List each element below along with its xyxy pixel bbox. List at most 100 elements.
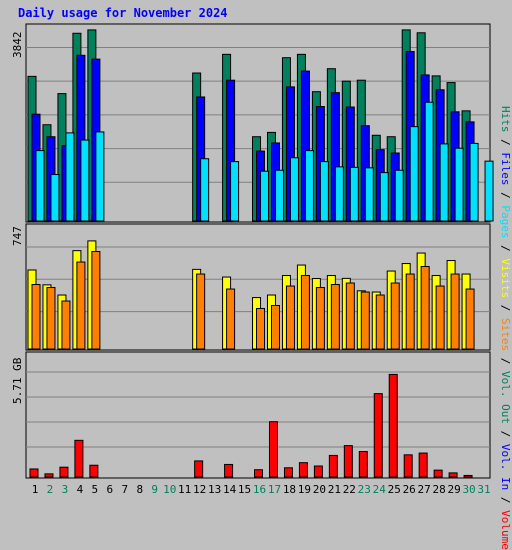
legend-entry: / — [499, 298, 512, 318]
bar-sites-day-3 — [61, 300, 71, 350]
bar-volume-day-2 — [44, 473, 54, 478]
x-tick-label: 25 — [388, 483, 401, 496]
bar-sites-day-24 — [375, 294, 385, 350]
bar-sites-day-12 — [196, 273, 206, 350]
x-tick-label: 21 — [328, 483, 341, 496]
x-tick-label: 5 — [92, 483, 99, 496]
bar-pages-day-17 — [274, 169, 284, 222]
x-tick-label: 15 — [238, 483, 251, 496]
usage-chart: 1 2 3 4 5 6 7 8 9 10 11 12 13 14 15 16 17 18 19 20 21 22 23 24 2… — [25, 23, 494, 496]
bar-volume-day-22 — [343, 445, 353, 478]
legend-entry: Sites — [499, 318, 512, 352]
x-tick-label: 22 — [343, 483, 356, 496]
bar-sites-day-2 — [46, 287, 56, 350]
bar-sites-day-18 — [285, 285, 295, 350]
x-tick-label: 30 — [462, 483, 475, 496]
bar-pages-day-14 — [230, 161, 240, 222]
bar-volume-day-12 — [194, 460, 204, 478]
bar-pages-day-22 — [349, 166, 359, 222]
x-tick-label: 8 — [136, 483, 143, 496]
bar-pages-day-1 — [35, 150, 45, 222]
x-tick-label: 29 — [447, 483, 460, 496]
bar-volume-day-28 — [433, 469, 443, 478]
bar-volume-day-4 — [74, 439, 84, 478]
bar-sites-day-30 — [465, 288, 475, 350]
bar-sites-day-17 — [270, 305, 280, 350]
bar-volume-day-26 — [403, 454, 413, 478]
bar-pages-day-4 — [80, 139, 90, 222]
x-tick-label: 7 — [121, 483, 128, 496]
bar-pages-day-12 — [200, 158, 210, 222]
bar-pages-day-25 — [394, 169, 404, 222]
bar-volume-day-24 — [373, 393, 383, 478]
bar-pages-day-26 — [409, 126, 419, 222]
bar-sites-day-21 — [330, 284, 340, 350]
bar-pages-day-16 — [260, 170, 270, 222]
bar-pages-day-20 — [319, 161, 329, 222]
legend-entry: Vol. Out — [499, 371, 512, 424]
legend-entry: Vol. In — [499, 443, 512, 491]
x-tick-label: 26 — [403, 483, 416, 496]
bar-sites-day-5 — [91, 251, 101, 350]
bar-pages-day-31 — [484, 160, 494, 222]
bar-volume-day-23 — [358, 451, 368, 478]
bar-pages-day-27 — [424, 101, 434, 222]
x-tick-label: 17 — [268, 483, 281, 496]
x-tick-label: 14 — [223, 483, 237, 496]
x-tick-label: 12 — [193, 483, 206, 496]
bar-pages-day-19 — [304, 150, 314, 222]
bar-volume-day-17 — [268, 421, 278, 478]
legend-entry: / — [499, 132, 512, 153]
bar-volume-day-21 — [328, 454, 338, 478]
x-tick-label: 6 — [107, 483, 114, 496]
bar-pages-day-5 — [95, 131, 105, 222]
bar-sites-day-1 — [31, 284, 41, 350]
bar-sites-day-25 — [390, 282, 400, 350]
bar-sites-day-27 — [420, 266, 430, 350]
x-tick-label: 3 — [62, 483, 69, 496]
right-legend-text: Hits / Files / Pages / Visits / Sites / … — [499, 106, 512, 550]
bar-sites-day-29 — [450, 273, 460, 350]
legend-entry: / — [499, 423, 512, 444]
x-tick-label: 1 — [32, 483, 39, 496]
bar-volume-day-25 — [388, 373, 398, 478]
bar-sites-day-28 — [435, 285, 445, 350]
bar-volume-day-3 — [59, 466, 69, 478]
bar-pages-day-28 — [439, 143, 449, 222]
legend-entry: Visits — [499, 258, 512, 299]
bar-pages-day-29 — [454, 147, 464, 222]
bar-sites-day-20 — [315, 287, 325, 350]
bar-volume-day-20 — [313, 465, 323, 478]
x-tick-label: 2 — [47, 483, 54, 496]
x-tick-label: 9 — [151, 483, 158, 496]
x-tick-label: 27 — [418, 483, 431, 496]
x-tick-label: 31 — [477, 483, 490, 496]
x-tick-label: 23 — [358, 483, 371, 496]
bar-volume-day-18 — [283, 467, 293, 478]
bar-volume-day-14 — [224, 463, 234, 478]
bar-pages-day-23 — [364, 167, 374, 222]
bar-sites-day-23 — [360, 291, 370, 350]
bar-pages-day-18 — [289, 157, 299, 222]
bar-sites-day-19 — [300, 275, 310, 350]
bar-volume-day-27 — [418, 452, 428, 478]
x-tick-label: 19 — [298, 483, 311, 496]
legend-entry: / — [499, 238, 512, 259]
legend-entry: Volume — [499, 510, 512, 550]
bar-pages-day-21 — [334, 166, 344, 222]
legend-entry: / — [499, 490, 512, 511]
bar-sites-day-4 — [76, 261, 86, 350]
bar-pages-day-2 — [50, 174, 60, 222]
legend-entry: Pages — [499, 205, 512, 239]
bar-pages-day-24 — [379, 172, 389, 222]
bar-sites-day-16 — [256, 308, 266, 350]
bar-volume-day-16 — [254, 469, 264, 478]
x-tick-label: 16 — [253, 483, 266, 496]
legend-entry: / — [499, 351, 512, 371]
x-tick-label: 13 — [208, 483, 221, 496]
x-tick-label: 18 — [283, 483, 296, 496]
x-tick-label: 11 — [178, 483, 191, 496]
chart-title: Daily usage for November 2024 — [18, 6, 228, 20]
legend-entry: / — [499, 185, 512, 206]
bar-sites-day-14 — [226, 288, 236, 350]
